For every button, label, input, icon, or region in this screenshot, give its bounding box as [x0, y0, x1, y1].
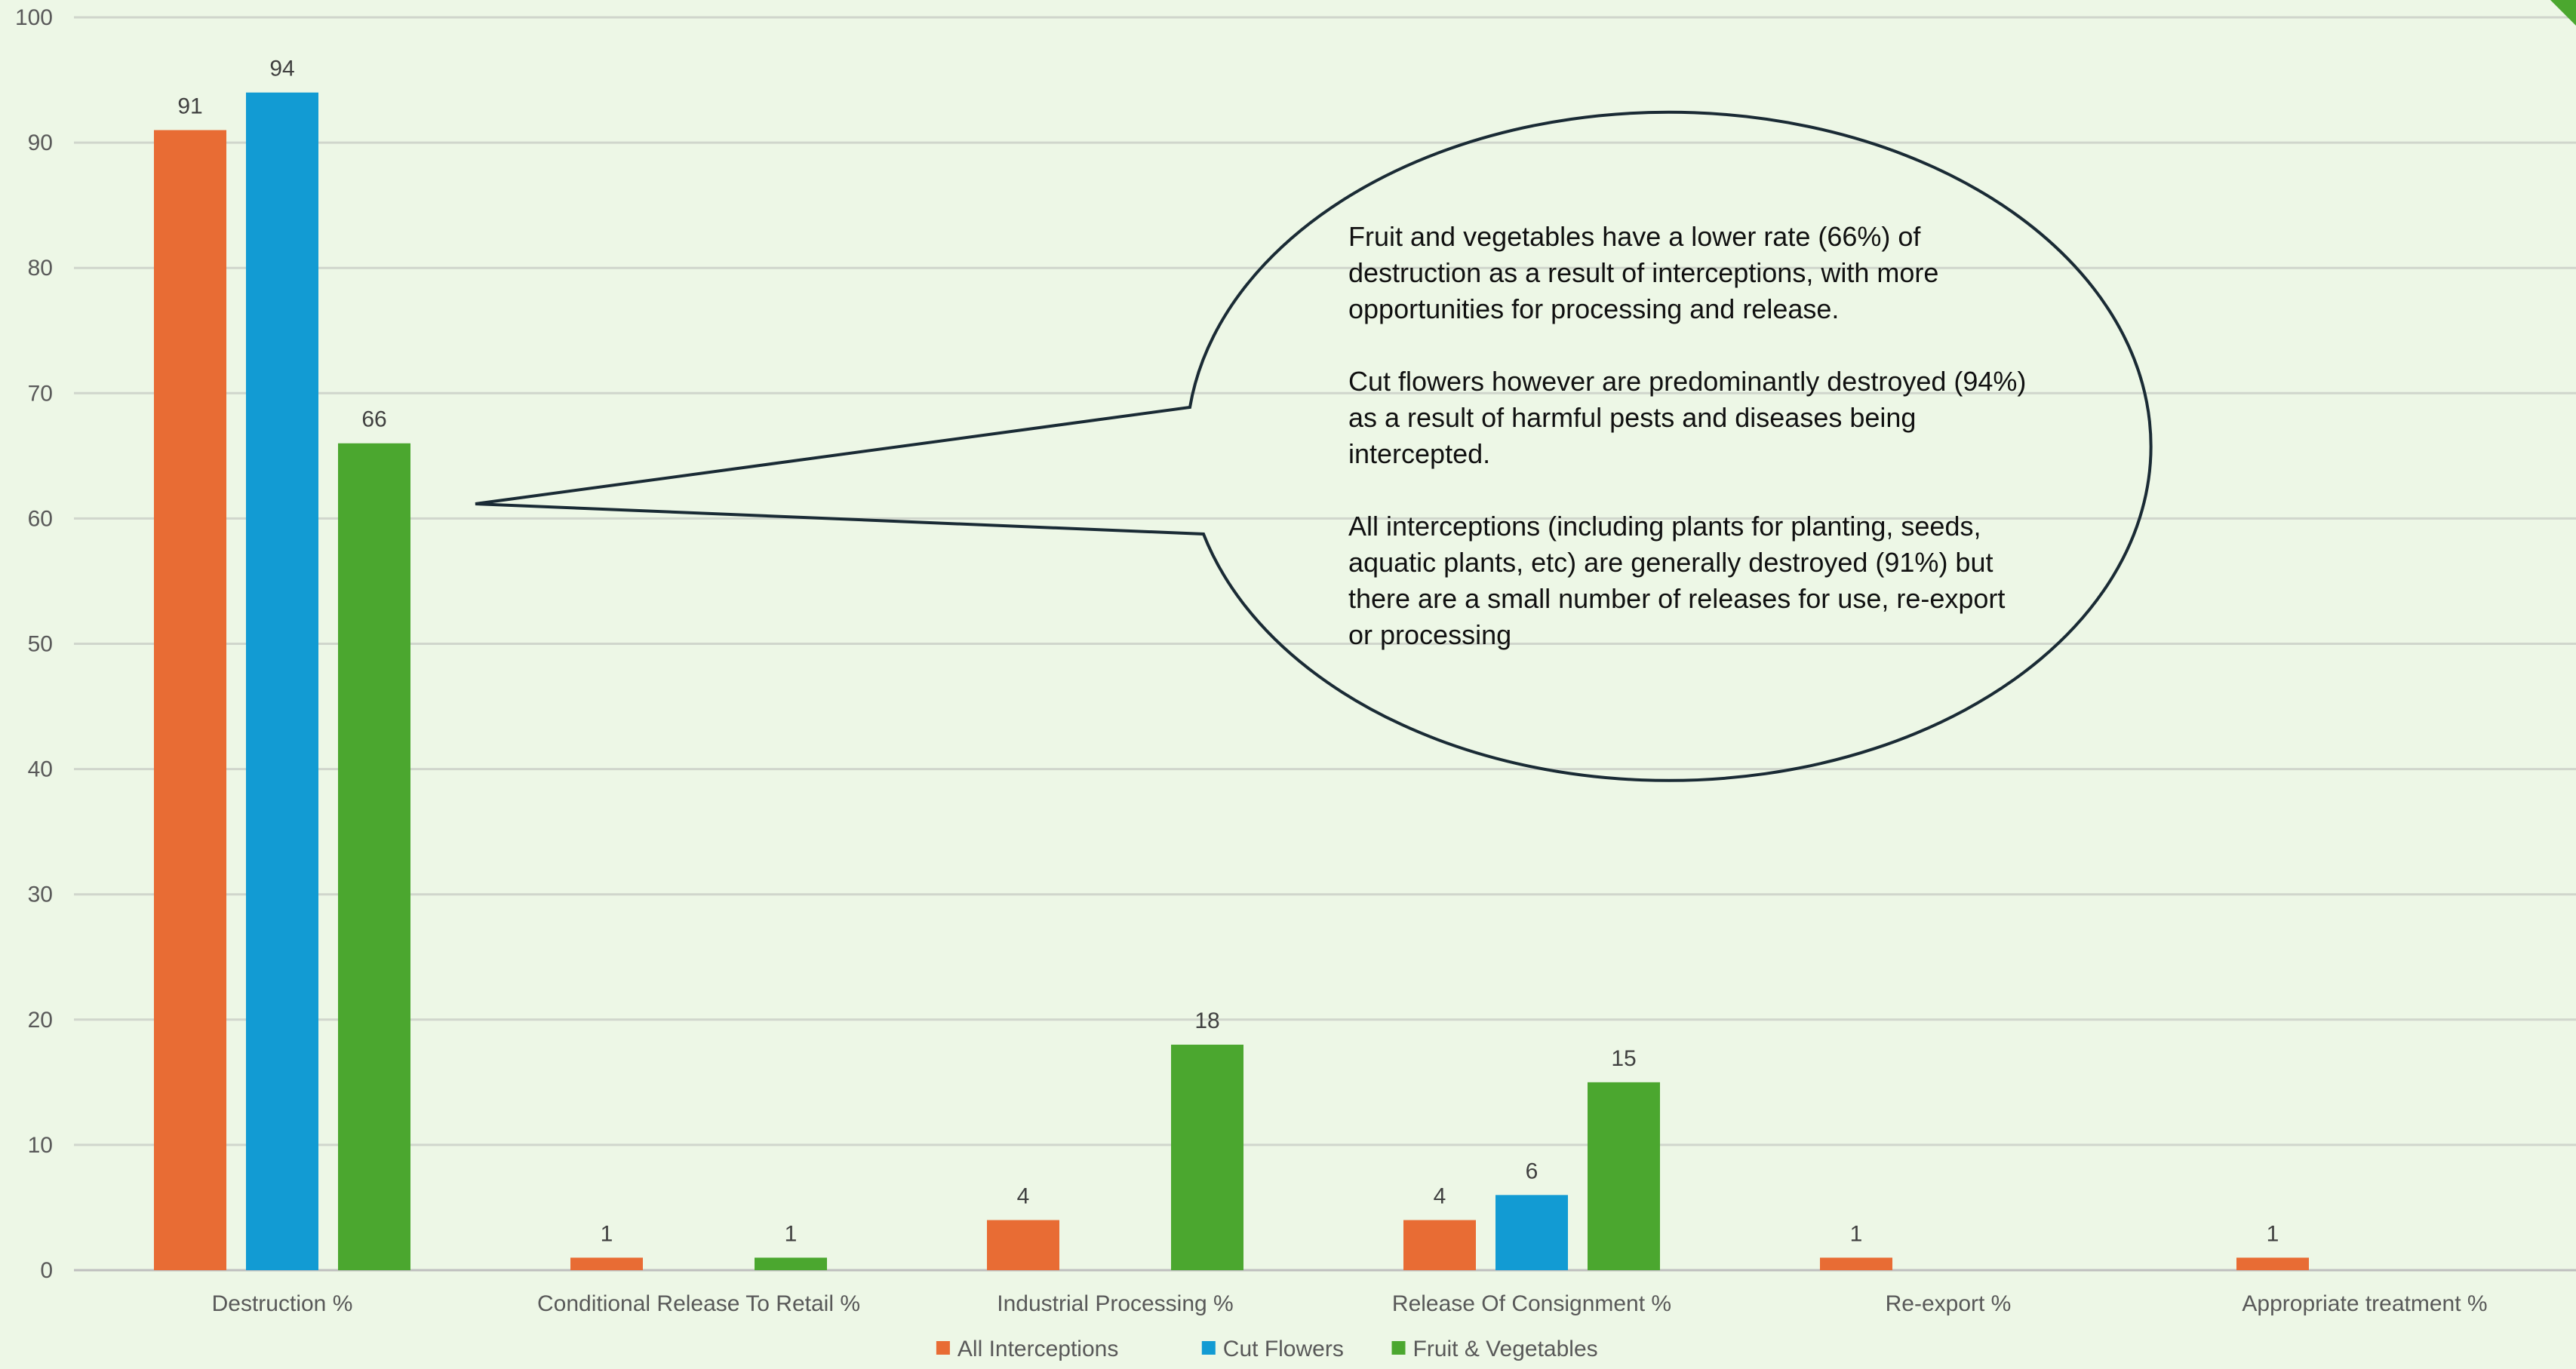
bar [987, 1220, 1059, 1270]
bar [154, 130, 226, 1271]
data-label: 94 [269, 57, 294, 81]
y-tick-label: 80 [28, 256, 53, 281]
callout-paragraph-fruit-veg: Fruit and vegetables have a lower rate (… [1348, 221, 1939, 324]
data-label: 18 [1194, 1008, 1219, 1033]
bar [755, 1257, 827, 1270]
y-tick-label: 100 [15, 5, 53, 30]
x-category-label: Industrial Processing % [997, 1291, 1233, 1316]
callout-text: Fruit and vegetables have a lower rate (… [1348, 219, 2027, 653]
corner-decoration [2550, 0, 2576, 26]
callout-bubble [475, 110, 2153, 782]
y-tick-label: 60 [28, 506, 53, 531]
bar [570, 1257, 643, 1270]
legend-label: Fruit & Vegetables [1413, 1337, 1598, 1361]
y-tick-label: 40 [28, 757, 53, 782]
x-category-label: Appropriate treatment % [2242, 1291, 2487, 1316]
bars: 91 94 66 1 1 4 18 4 6 15 1 1 [154, 57, 2309, 1271]
y-axis: 0 10 20 30 40 50 60 70 80 90 100 [15, 5, 53, 1283]
y-tick-label: 50 [28, 632, 53, 657]
bar [1820, 1257, 1892, 1270]
data-label: 4 [1017, 1184, 1030, 1209]
y-tick-label: 30 [28, 882, 53, 907]
bar [1495, 1195, 1568, 1270]
data-label: 91 [177, 94, 202, 118]
legend-label: All Interceptions [958, 1337, 1118, 1361]
bar [1171, 1045, 1243, 1270]
callout-paragraph-cut-flowers: Cut flowers however are predominantly de… [1348, 366, 2027, 469]
x-category-label: Release Of Consignment % [1392, 1291, 1671, 1316]
bar [2236, 1257, 2309, 1270]
data-label: 6 [1526, 1159, 1539, 1183]
callout-paragraph-all-interceptions: All interceptions (including plants for … [1348, 511, 2006, 650]
data-label: 1 [2267, 1221, 2279, 1246]
data-label: 15 [1611, 1046, 1636, 1071]
x-category-label: Re-export % [1886, 1291, 2012, 1316]
data-label: 66 [361, 407, 386, 432]
y-tick-label: 10 [28, 1133, 53, 1158]
legend-swatch [1201, 1341, 1216, 1355]
y-tick-label: 20 [28, 1008, 53, 1033]
x-category-label: Conditional Release To Retail % [537, 1291, 860, 1316]
y-tick-label: 70 [28, 381, 53, 406]
data-label: 4 [1434, 1184, 1446, 1209]
bar [246, 92, 318, 1270]
data-label: 1 [785, 1221, 798, 1246]
y-tick-label: 0 [40, 1258, 53, 1283]
gridlines [74, 16, 2576, 1272]
x-category-label: Destruction % [212, 1291, 353, 1316]
data-label: 1 [601, 1221, 613, 1246]
data-label: 1 [1850, 1221, 1863, 1246]
y-tick-label: 90 [28, 130, 53, 155]
bar [338, 443, 410, 1270]
x-axis: Destruction % Conditional Release To Reta… [212, 1291, 2488, 1316]
legend-label: Cut Flowers [1223, 1337, 1344, 1361]
legend: All Interceptions Cut Flowers Fruit & Vege… [936, 1337, 1598, 1361]
legend-swatch [936, 1341, 950, 1355]
bar [1403, 1220, 1476, 1270]
bar [1588, 1082, 1660, 1270]
legend-swatch [1391, 1341, 1406, 1355]
